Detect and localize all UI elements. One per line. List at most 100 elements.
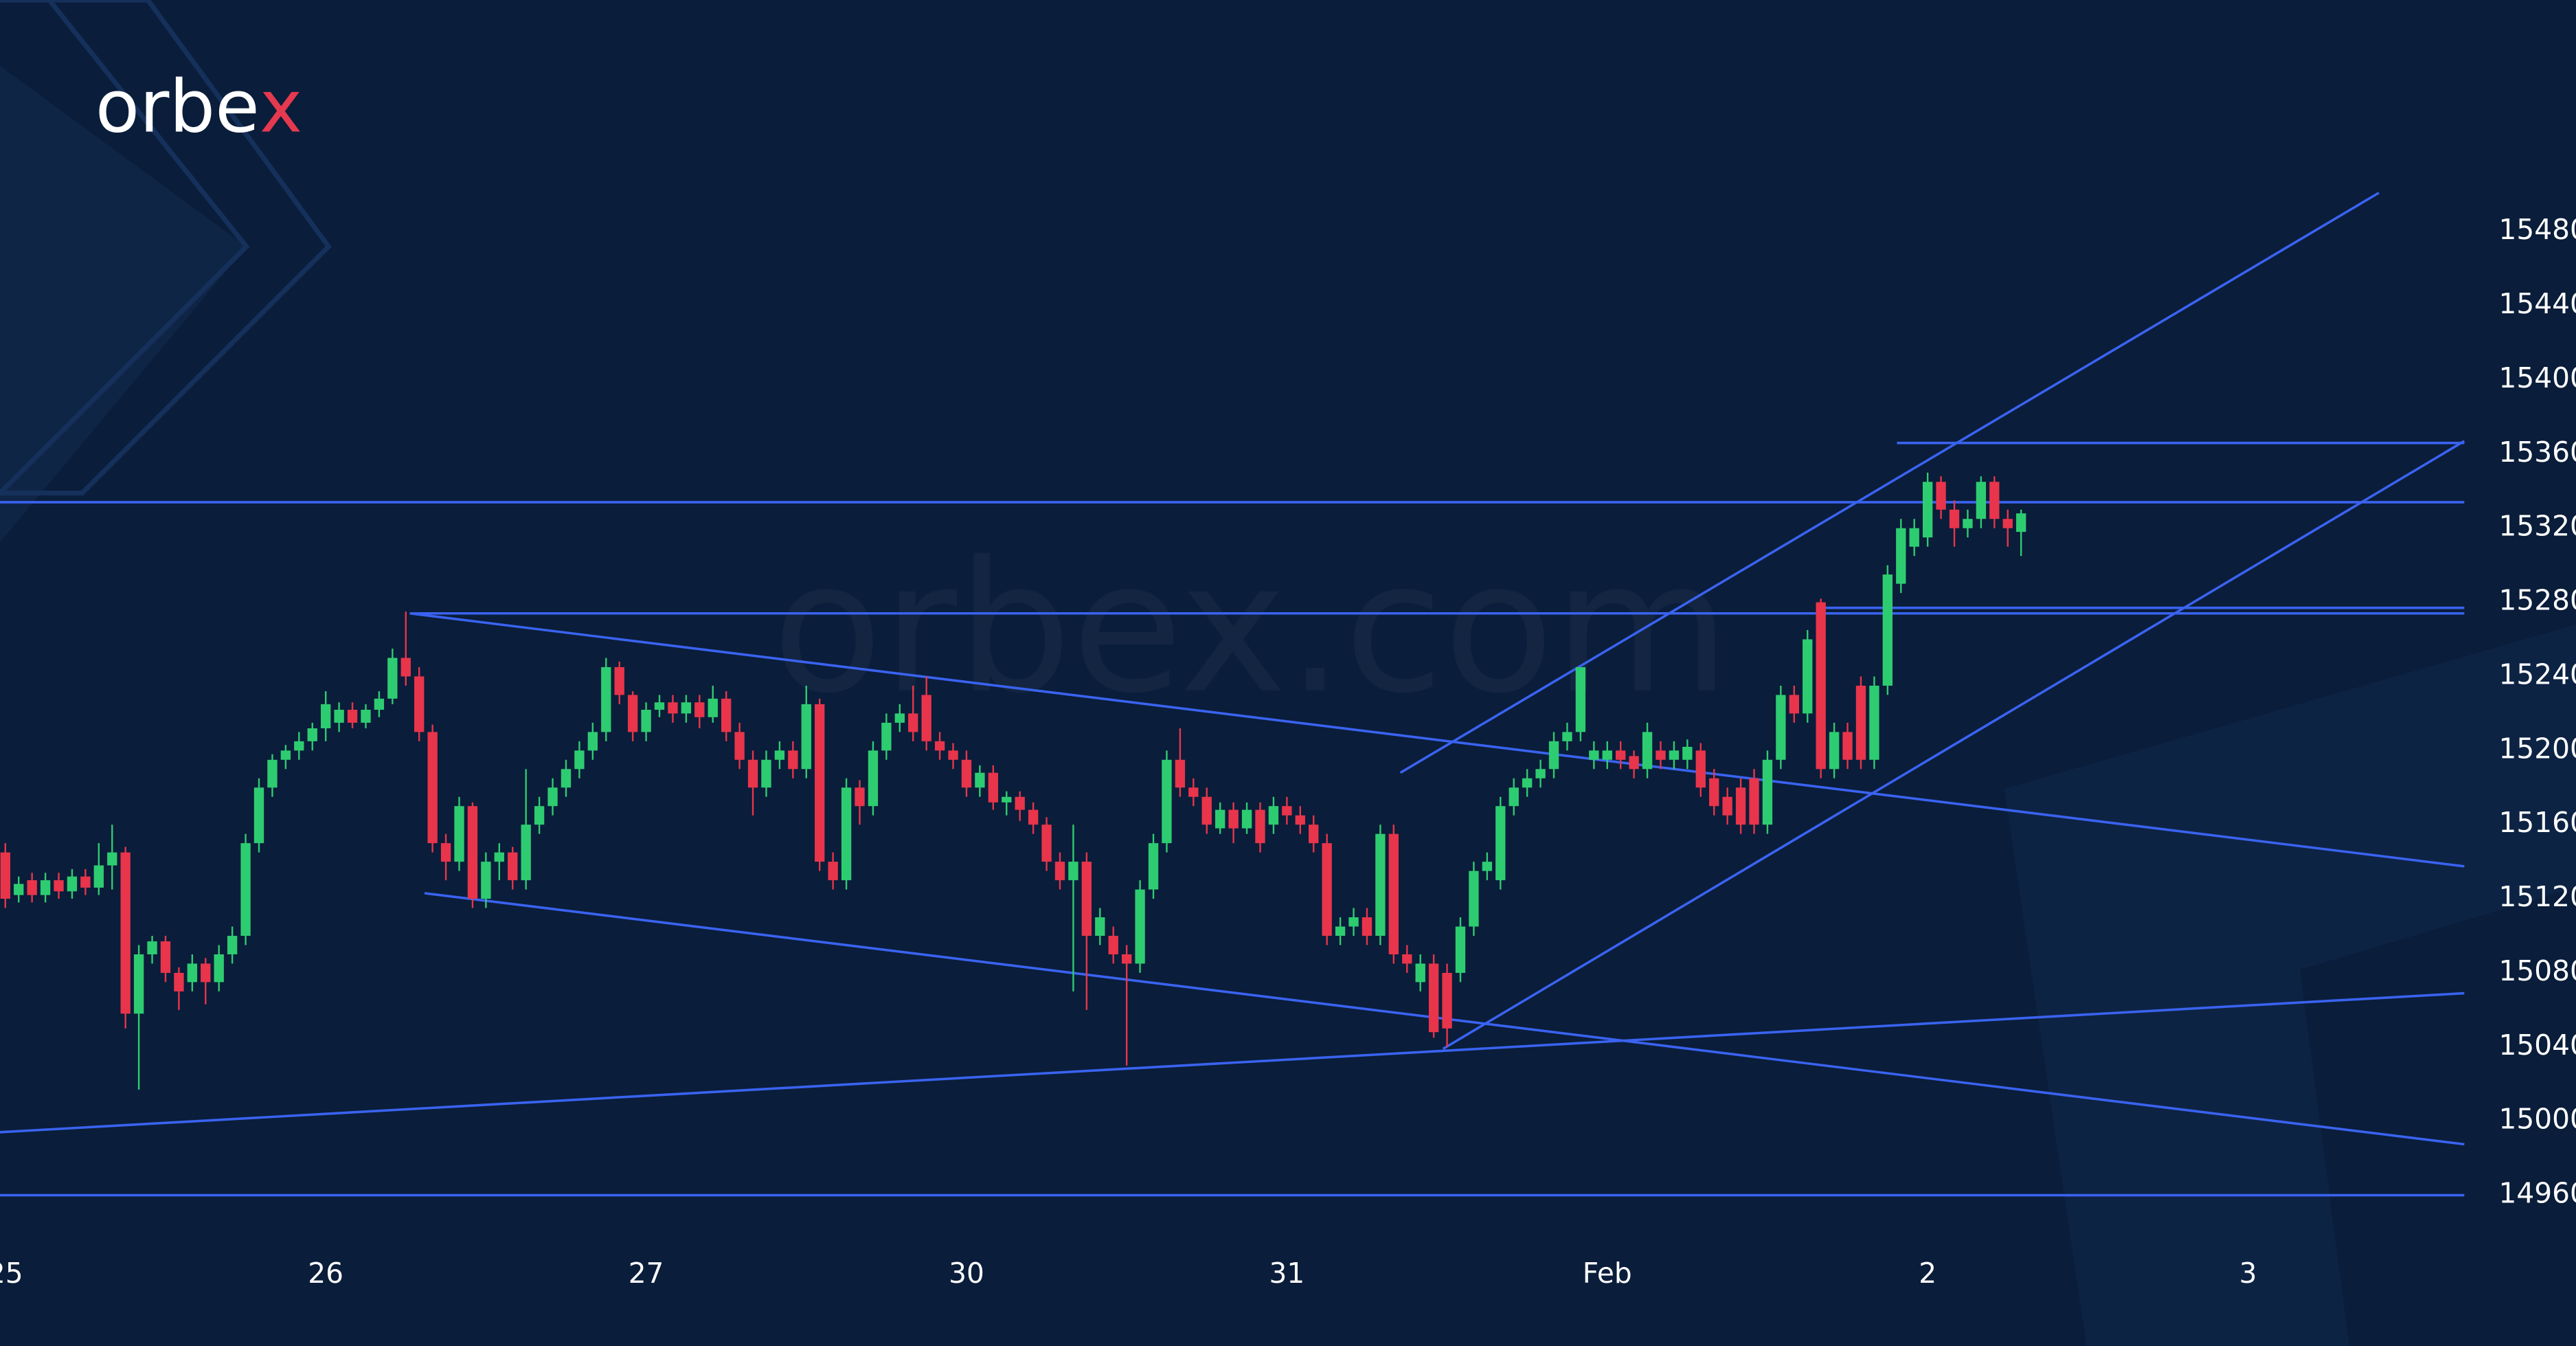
candle-body	[561, 769, 572, 788]
candle-body	[2016, 513, 2026, 532]
candle-body	[1789, 695, 1799, 714]
candle-body	[0, 852, 10, 899]
candle-body	[494, 852, 504, 862]
candle-body	[1869, 685, 1879, 760]
watermark: orbex.com	[772, 524, 1730, 734]
candle-body	[1428, 963, 1439, 1033]
candle-body	[508, 852, 518, 881]
candle-body	[2002, 519, 2013, 528]
candle-body	[587, 732, 598, 751]
candle-body	[868, 750, 879, 807]
candle-body	[120, 852, 131, 1014]
candle-body	[614, 666, 624, 695]
candle-body	[1562, 732, 1572, 741]
candle-body	[1201, 796, 1212, 825]
candle-body	[788, 750, 798, 770]
candle-body	[307, 728, 317, 741]
candle-body	[1268, 806, 1279, 825]
candle-body	[1335, 926, 1346, 936]
candle-body	[668, 702, 678, 714]
candle-body	[1548, 741, 1559, 770]
x-tick-label: 27	[629, 1257, 664, 1290]
candle-body	[1362, 917, 1372, 936]
candle-body	[574, 750, 585, 770]
candle-body	[761, 759, 771, 788]
y-tick-label: 15240	[2499, 658, 2576, 691]
candle-body	[1054, 862, 1065, 881]
candle-body	[147, 941, 157, 954]
candles	[0, 472, 2026, 1090]
candle-body	[1642, 732, 1653, 770]
candle-body	[1455, 926, 1466, 973]
candle-body	[1121, 954, 1132, 964]
candle-body	[440, 843, 451, 862]
candle-body	[1522, 778, 1533, 788]
logo-accent: x	[260, 64, 302, 148]
candle-body	[961, 759, 972, 788]
candle-body	[681, 702, 692, 714]
candle-body	[414, 676, 425, 732]
candle-body	[1842, 732, 1853, 760]
candle-body	[1829, 732, 1840, 770]
trendline	[1442, 440, 2465, 1051]
candle-body	[1922, 482, 1933, 538]
y-tick-label: 15160	[2499, 806, 2576, 839]
candle-body	[747, 759, 758, 788]
candle-body	[160, 941, 171, 973]
candle-body	[1322, 843, 1332, 936]
candle-body	[253, 787, 264, 844]
decor-shape	[2300, 887, 2576, 1346]
candle-body	[1535, 769, 1546, 778]
candle-body	[1762, 759, 1773, 825]
x-tick-label: 26	[308, 1257, 343, 1290]
candle-body	[1963, 519, 1973, 528]
candle-body	[1589, 750, 1599, 760]
y-tick-label: 15040	[2499, 1029, 2576, 1062]
candle-body	[1575, 666, 1586, 732]
candle-body	[774, 750, 785, 760]
decor-shape	[0, 0, 332, 496]
candle-body	[894, 713, 905, 723]
candle-body	[1309, 825, 1319, 844]
candle-body	[201, 963, 211, 983]
candle-body	[1228, 809, 1239, 829]
y-tick-label: 15080	[2499, 954, 2576, 987]
candle-body	[67, 876, 78, 892]
x-tick-label: 2	[1919, 1257, 1936, 1290]
logo-text: orbe	[95, 64, 260, 148]
candle-body	[240, 843, 251, 936]
candle-body	[227, 936, 238, 954]
candle-body	[1175, 759, 1186, 788]
candle-body	[400, 658, 411, 677]
candle-body	[601, 666, 611, 732]
candle-body	[1722, 796, 1732, 816]
candle-body	[855, 787, 865, 807]
candle-body	[387, 658, 398, 699]
y-tick-label: 15120	[2499, 880, 2576, 913]
candle-body	[1896, 528, 1906, 584]
candle-body	[1682, 746, 1693, 760]
candle-body	[1616, 750, 1626, 760]
candle-body	[80, 876, 91, 888]
candle-body	[1749, 778, 1759, 825]
candle-body	[1909, 528, 1919, 547]
candle-body	[1803, 639, 1813, 714]
candle-body	[908, 713, 918, 732]
candle-body	[547, 787, 558, 807]
x-tick-label: 25	[0, 1257, 23, 1290]
trendline	[0, 991, 2465, 1134]
candle-body	[294, 741, 304, 751]
candle-body	[1976, 482, 1987, 519]
candle-body	[734, 732, 745, 760]
candle-body	[1402, 954, 1412, 964]
candle-body	[801, 704, 811, 770]
candle-body	[1509, 787, 1519, 807]
candle-body	[1989, 482, 2000, 519]
candle-body	[1295, 815, 1305, 825]
candle-body	[921, 695, 931, 741]
candle-body	[454, 806, 464, 862]
y-tick-label: 15400	[2499, 361, 2576, 394]
x-tick-label: 30	[949, 1257, 984, 1290]
y-tick-label: 15360	[2499, 436, 2576, 469]
